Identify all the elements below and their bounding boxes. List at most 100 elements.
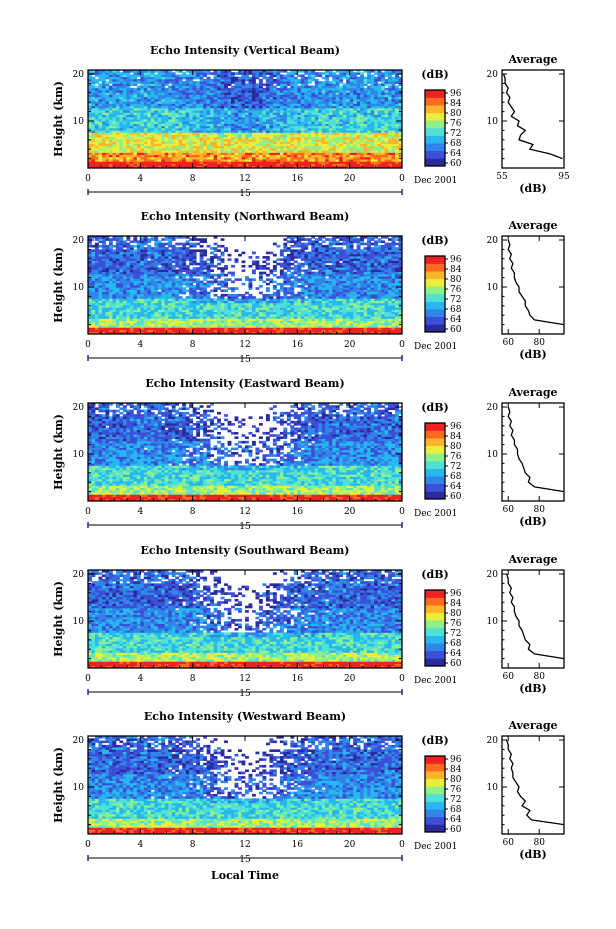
heatmap-cell: [119, 125, 124, 129]
heatmap-cell: [339, 152, 344, 156]
heatmap-cell: [196, 145, 201, 149]
heatmap-cell: [286, 87, 291, 91]
heatmap-cell: [133, 152, 138, 156]
heatmap-cell: [363, 130, 368, 133]
heatmap-cell: [189, 121, 194, 124]
heatmap-cell: [307, 143, 312, 147]
heatmap-cell: [276, 145, 281, 149]
heatmap-cell: [88, 139, 92, 142]
heatmap-cell: [171, 112, 176, 115]
heatmap-cell: [133, 114, 138, 118]
heatmap-cell: [168, 125, 173, 129]
heatmap-cell: [206, 147, 211, 151]
heatmap-cell: [381, 152, 385, 156]
heatmap-cell: [210, 127, 214, 131]
heatmap-cell: [108, 161, 113, 164]
heatmap-cell: [248, 152, 253, 156]
heatmap-cell: [251, 147, 256, 151]
heatmap-cell: [227, 154, 232, 158]
heatmap-cell: [105, 112, 110, 115]
heatmap-cell: [182, 145, 187, 149]
heatmap-cell: [321, 150, 326, 153]
heatmap-cell: [241, 143, 246, 147]
heatmap-cell: [283, 132, 288, 135]
heatmap-cell: [119, 72, 124, 75]
heatmap-cell: [360, 145, 365, 149]
heatmap-cell: [101, 139, 106, 142]
heatmap-cell: [258, 150, 263, 153]
heatmap-cell: [328, 147, 333, 151]
heatmap-cell: [98, 161, 103, 164]
heatmap-cell: [332, 150, 337, 153]
heatmap-cell: [283, 145, 288, 149]
heatmap-cell: [91, 159, 96, 162]
heatmap-cell: [293, 127, 298, 131]
heatmap-cell: [311, 154, 316, 158]
heatmap-cell: [178, 161, 183, 164]
heatmap-cell: [238, 165, 242, 169]
heatmap-cell: [154, 134, 159, 138]
heatmap-cell: [377, 114, 382, 118]
heatmap-cell: [311, 121, 316, 124]
heatmap-cell: [122, 123, 127, 127]
heatmap-cell: [370, 116, 375, 120]
heatmap-cell: [189, 112, 194, 115]
heatmap-cell: [115, 163, 120, 167]
heatmap-cell: [346, 161, 351, 164]
heatmap-cell: [119, 156, 124, 160]
heatmap-cell: [388, 139, 392, 142]
heatmap-cell: [150, 119, 155, 122]
heatmap-cell: [217, 141, 221, 144]
heatmap-cell: [147, 152, 152, 156]
heatmap-cell: [245, 156, 249, 160]
heatmap-cell: [321, 152, 326, 156]
heatmap-cell: [342, 121, 347, 124]
heatmap-cell: [241, 141, 246, 144]
heatmap-cell: [189, 123, 194, 127]
heatmap-cell: [88, 165, 92, 169]
heatmap-cell: [143, 134, 148, 138]
heatmap-cell: [335, 141, 340, 144]
heatmap-cell: [321, 127, 326, 131]
heatmap-cell: [290, 152, 295, 156]
heatmap-cell: [168, 139, 173, 142]
heatmap-cell: [206, 136, 211, 140]
heatmap-cell: [262, 165, 267, 169]
heatmap-cell: [342, 125, 347, 129]
heatmap-cell: [349, 134, 354, 138]
heatmap-cell: [178, 130, 183, 133]
heatmap-cell: [276, 116, 281, 120]
heatmap-cell: [248, 121, 253, 124]
heatmap-cell: [129, 143, 134, 147]
heatmap-cell: [196, 121, 201, 124]
heatmap-cell: [234, 112, 239, 115]
heatmap-cell: [203, 125, 208, 129]
heatmap-cell: [335, 132, 340, 135]
heatmap-cell: [119, 141, 124, 144]
heatmap-cell: [133, 125, 138, 129]
heatmap-cell: [391, 119, 396, 122]
heatmap-cell: [342, 132, 347, 135]
heatmap-cell: [119, 163, 124, 167]
heatmap-cell: [395, 127, 399, 131]
heatmap-cell: [245, 163, 249, 167]
heatmap-cell: [251, 121, 256, 124]
heatmap-cell: [241, 136, 246, 140]
heatmap-cell: [122, 114, 127, 118]
heatmap-cell: [192, 150, 197, 153]
heatmap-cell: [300, 161, 305, 164]
heatmap-cell: [300, 156, 305, 160]
heatmap-cell: [98, 163, 103, 167]
heatmap-cell: [265, 143, 270, 147]
heatmap-cell: [168, 119, 173, 122]
heatmap-cell: [258, 116, 263, 120]
heatmap-cell: [164, 154, 169, 158]
heatmap-cell: [297, 136, 302, 140]
heatmap-cell: [238, 125, 242, 129]
heatmap-cell: [105, 161, 110, 164]
heatmap-cell: [367, 159, 371, 162]
heatmap-cell: [224, 112, 228, 115]
heatmap-cell: [377, 125, 382, 129]
heatmap-cell: [175, 163, 180, 167]
heatmap-cell: [360, 161, 365, 164]
